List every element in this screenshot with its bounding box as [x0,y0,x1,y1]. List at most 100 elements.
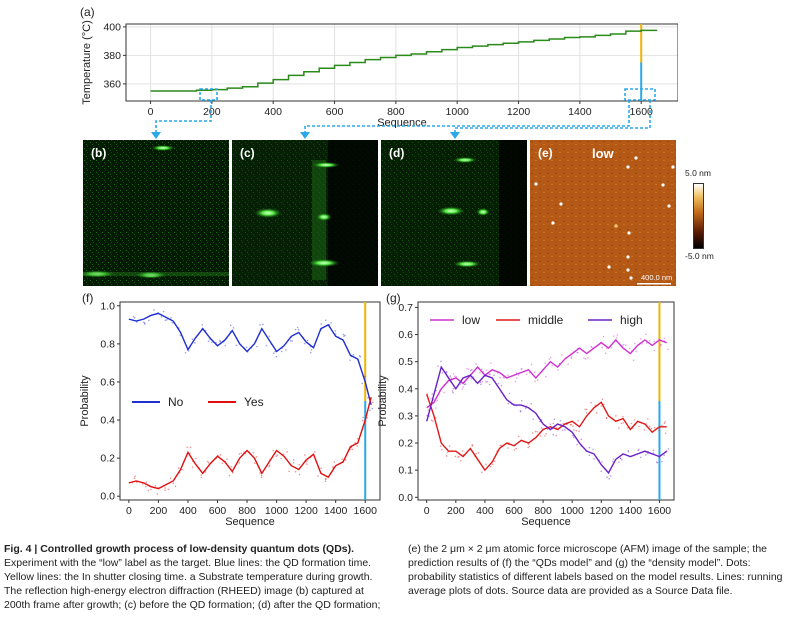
data-dot-middle [615,415,617,417]
data-dot-Yes [145,481,148,483]
data-dot-Yes [298,464,301,466]
data-dot-low [659,344,662,347]
x-tick-label: 0 [148,106,154,118]
data-dot-Yes [133,477,136,480]
data-dot-No [160,316,163,318]
series-line-Yes [128,397,372,490]
y-tick-label: 0.0 [100,491,115,503]
x-tick-label: 0 [424,505,430,517]
data-dot-high [655,461,658,463]
data-dot-middle [605,417,608,419]
data-dot-Yes [255,456,258,458]
series-line-No [128,312,372,405]
data-dot-high [463,383,466,386]
data-dot-low [653,340,655,343]
data-dot-high [573,429,575,431]
data-dot-low [616,334,619,336]
x-tick-label: 200 [203,106,221,118]
x-tick-label: 1000 [561,505,585,517]
y-axis-label: Temperature (°C) [81,20,93,104]
x-tick-label: 600 [505,505,523,517]
x-tick-label: 1400 [619,505,643,517]
data-dot-Yes [292,462,295,464]
data-dot-low [660,343,662,346]
data-dot-Yes [252,451,255,454]
data-dot-No [219,340,222,343]
data-dot-No [219,339,221,342]
caption-title: Fig. 4 | Controlled growth process of lo… [4,543,355,555]
data-dot-low [557,369,559,371]
data-dot-middle [585,408,588,411]
data-dot-middle [439,445,442,447]
data-dot-No [259,324,261,326]
data-dot-Yes [134,475,136,478]
x-tick-label: 600 [326,106,344,118]
rheed-image-d: (d) [381,140,527,286]
data-dot-No [310,349,313,351]
data-dot-low [518,374,520,376]
x-tick-label: 1600 [648,505,672,517]
data-dot-middle [431,420,434,422]
data-dot-Yes [186,446,188,449]
data-dot-high [588,446,591,449]
data-dot-middle [485,463,487,466]
data-dot-low [462,386,465,388]
data-dot-high [612,458,615,460]
data-dot-high [482,370,485,373]
data-dot-No [164,319,167,322]
data-dot-Yes [294,470,297,473]
data-dot-high [463,381,465,383]
data-dot-Yes [191,466,194,468]
plot-frame [417,301,675,501]
afm-scale-bar-label: 400.0 nm [641,273,673,282]
x-tick-label: 1200 [294,505,318,517]
data-dot-No [235,344,238,347]
x-tick-label: 800 [387,106,405,118]
data-dot-middle [572,425,574,427]
marker-box-200 [199,88,218,101]
data-dot-low [587,357,589,359]
data-dot-low [551,364,553,367]
data-dot-low [583,357,585,359]
data-dot-No [285,349,287,351]
data-dot-middle [477,452,480,454]
data-dot-low [454,375,456,377]
data-dot-high [652,449,655,452]
data-dot-low [613,335,615,337]
data-dot-low [485,369,488,372]
data-dot-high [437,365,439,367]
data-dot-low [490,362,492,364]
data-dot-middle [638,425,640,428]
data-dot-high [493,374,495,377]
data-dot-No [274,350,276,353]
data-dot-low [604,352,607,354]
data-dot-No [143,322,146,324]
y-tick-label: 0.1 [398,465,413,477]
data-dot-low [610,346,613,349]
data-dot-high [446,371,448,374]
data-dot-middle [620,422,623,425]
x-tick-label: 1000 [446,106,470,118]
arrow-line-b [155,100,212,132]
data-dot-No [361,382,364,385]
data-dot-high [507,402,510,405]
data-dot-No [306,339,309,342]
data-dot-low [590,346,593,348]
data-dot-Yes [259,472,261,474]
data-dot-Yes [362,416,365,419]
data-dot-No [224,344,227,347]
caption-left-text: Experiment with the “low” label as the t… [4,557,381,611]
data-dot-high [619,457,622,459]
data-dot-No [371,407,374,410]
data-dot-Yes [232,471,234,474]
data-dot-Yes [320,467,322,470]
plot-frame [125,23,678,102]
data-dot-middle [605,417,608,419]
data-dot-high [588,454,591,457]
data-dot-middle [528,445,531,448]
arrow-line-d [454,100,651,132]
data-dot-Yes [282,453,285,456]
data-dot-Yes [317,475,319,477]
data-dot-high [559,419,562,422]
data-dot-middle [603,403,605,406]
